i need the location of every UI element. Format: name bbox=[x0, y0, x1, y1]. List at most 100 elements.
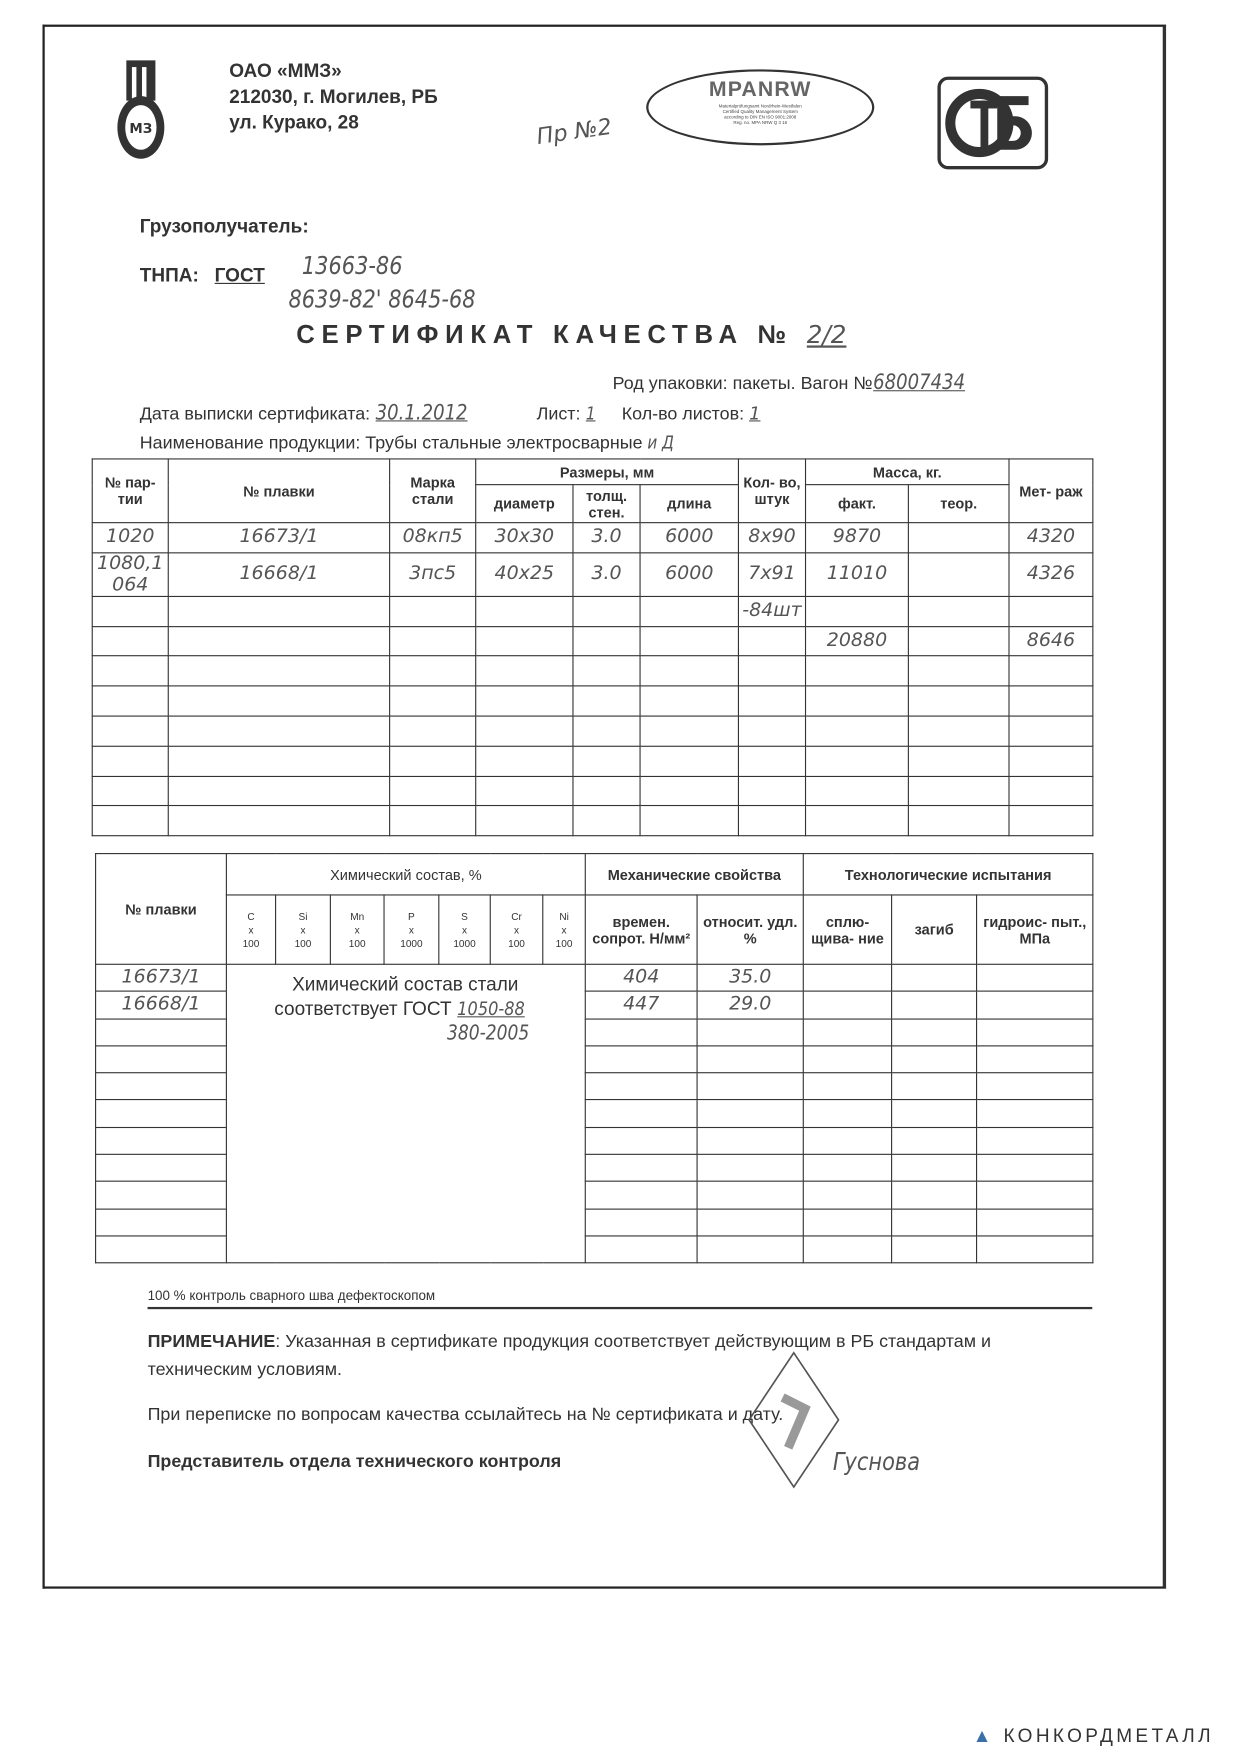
header-qty: Кол- во, штук bbox=[737, 458, 807, 524]
element-el: S bbox=[461, 910, 468, 922]
table-cell bbox=[891, 1018, 978, 1047]
table-cell bbox=[639, 805, 740, 837]
tnpa-gost-2: 8639-82' 8645-68 bbox=[288, 286, 476, 315]
table-cell bbox=[891, 1126, 978, 1155]
table-cell bbox=[389, 775, 477, 807]
table-cell: 447 bbox=[584, 990, 698, 1020]
element-mult: 100 bbox=[555, 937, 573, 949]
stb-logo bbox=[937, 76, 1049, 170]
element-x: x bbox=[514, 924, 520, 936]
chem-area bbox=[225, 963, 586, 1264]
table-cell bbox=[475, 685, 574, 717]
header-bend: загиб bbox=[891, 894, 978, 965]
table-cell bbox=[167, 775, 391, 807]
table-cell bbox=[696, 1235, 804, 1264]
header-grade: Марка стали bbox=[389, 458, 477, 524]
header-batch: № пар- тии bbox=[91, 458, 169, 524]
table-cell bbox=[696, 1126, 804, 1155]
element-mult: 100 bbox=[508, 937, 525, 949]
table-cell bbox=[891, 1153, 978, 1183]
mmz-logo: МЗ bbox=[117, 60, 165, 159]
table-cell: 16673/1 bbox=[95, 963, 227, 993]
table-cell bbox=[584, 1208, 698, 1237]
table-cell bbox=[907, 552, 1010, 597]
table-cell bbox=[976, 990, 1094, 1020]
table-cell bbox=[95, 1208, 227, 1237]
table-cell bbox=[389, 655, 477, 687]
remark-text: : Указанная в сертификате продукция соот… bbox=[147, 1332, 992, 1380]
company-address-1: 212030, г. Могилев, РБ bbox=[229, 86, 438, 108]
table-cell bbox=[891, 1208, 978, 1237]
table-cell bbox=[891, 963, 978, 993]
table-cell bbox=[907, 715, 1010, 747]
table-cell bbox=[976, 1181, 1094, 1210]
table-cell bbox=[475, 715, 574, 747]
company-name: ОАО «ММЗ» bbox=[229, 60, 342, 82]
table-row bbox=[91, 775, 1094, 807]
table-cell bbox=[389, 685, 477, 717]
chem-note: Химический состав стали соответствует ГО… bbox=[229, 973, 581, 1047]
table-cell bbox=[389, 715, 477, 747]
header-elongation: относит. удл. % bbox=[696, 894, 804, 965]
table-cell bbox=[639, 625, 740, 657]
remark: ПРИМЕЧАНИЕ: Указанная в сертификате прод… bbox=[148, 1328, 1087, 1384]
table-row bbox=[91, 745, 1094, 777]
table-cell bbox=[737, 655, 807, 687]
table-cell bbox=[639, 775, 740, 807]
table-cell bbox=[802, 1126, 893, 1155]
table-cell bbox=[976, 1126, 1094, 1155]
table-row bbox=[95, 1018, 1094, 1047]
table-cell bbox=[639, 715, 740, 747]
table-cell: 30х30 bbox=[475, 522, 574, 554]
element-mult: 1000 bbox=[453, 937, 476, 949]
table-cell bbox=[976, 1018, 1094, 1047]
table-cell bbox=[891, 990, 978, 1020]
element-el: Ni bbox=[559, 910, 569, 922]
table-cell bbox=[639, 655, 740, 687]
table-cell bbox=[584, 1072, 698, 1101]
table-cell bbox=[976, 1045, 1094, 1074]
issue-date: 30.1.2012 bbox=[375, 400, 468, 425]
table-cell bbox=[572, 805, 641, 837]
table-row bbox=[95, 1208, 1094, 1237]
table-cell: 20880 bbox=[804, 625, 909, 657]
product-suffix: и Д bbox=[647, 431, 675, 453]
element-x: x bbox=[300, 924, 306, 936]
header-sizes: Размеры, мм bbox=[475, 458, 740, 486]
table-cell bbox=[475, 805, 574, 837]
table-cell bbox=[91, 715, 169, 747]
chem-note-line1: Химический состав стали bbox=[292, 973, 519, 996]
table-cell: 8646 bbox=[1008, 625, 1094, 657]
table-cell: 6000 bbox=[639, 552, 740, 597]
table-cell: 7х91 bbox=[737, 552, 807, 597]
table-row bbox=[91, 805, 1094, 837]
table-cell bbox=[572, 685, 641, 717]
table-cell bbox=[976, 1072, 1094, 1101]
product-label: Наименование продукции: bbox=[139, 433, 361, 453]
table-cell bbox=[95, 1153, 227, 1183]
chem-note-gost2: 380-2005 bbox=[446, 1021, 530, 1046]
table-cell bbox=[167, 595, 391, 627]
table-cell: 29.0 bbox=[696, 990, 804, 1020]
table-cell bbox=[907, 595, 1010, 627]
properties-table: № плавки Химический состав, % Механическ… bbox=[95, 853, 1094, 1264]
table-cell bbox=[907, 625, 1010, 657]
table-row bbox=[91, 685, 1094, 717]
table-cell: 16668/1 bbox=[95, 990, 227, 1020]
table-cell bbox=[95, 1045, 227, 1074]
stamp-icon bbox=[748, 1351, 840, 1489]
table-cell bbox=[802, 1181, 893, 1210]
table-cell: 4326 bbox=[1008, 552, 1094, 597]
company-block: ОАО «ММЗ» 212030, г. Могилев, РБ ул. Кур… bbox=[229, 58, 438, 135]
table-cell bbox=[737, 715, 807, 747]
table-cell bbox=[389, 805, 477, 837]
table-cell bbox=[804, 805, 909, 837]
header-mech: Механические свойства bbox=[584, 853, 804, 896]
table-cell: 35.0 bbox=[696, 963, 804, 993]
table-cell bbox=[91, 775, 169, 807]
table-cell bbox=[584, 1153, 698, 1183]
table-cell bbox=[167, 715, 391, 747]
table-cell bbox=[802, 1235, 893, 1264]
